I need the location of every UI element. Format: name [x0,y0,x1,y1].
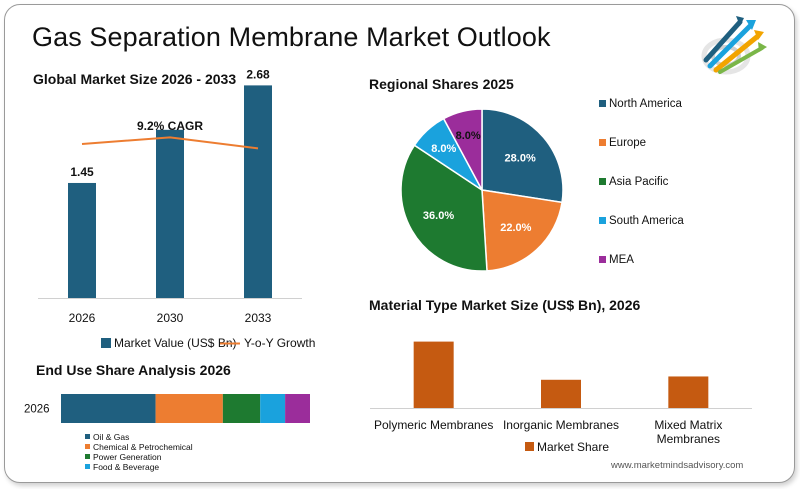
legend-label: Oil & Gas [93,432,129,442]
legend-swatch [85,454,90,459]
legend-swatch-south-america [599,217,606,224]
bar-inorganic-membranes [541,379,581,408]
bar-mixed-matrix-membranes [668,376,709,408]
x-tick-label: Membranes [657,432,720,446]
bar-polymeric-membranes [413,341,454,408]
legend-swatch [85,434,90,439]
legend-label-market-value: Market Value (US$ Bn) [114,336,237,350]
stacked-segment-chemical-petrochemical [155,394,223,423]
stacked-segment-power-generation [222,394,261,423]
pie-slice-europe [481,189,563,272]
pie-data-label: 8.0% [456,130,481,142]
pie-slice-mea [442,108,483,191]
legend-swatch-asia-pacific [599,178,606,185]
legend-swatch [85,464,90,469]
legend-label-south-america: South America [609,215,684,227]
pie-data-label: 22.0% [500,222,531,234]
legend-label-north-america: North America [609,98,682,110]
regional-pie-chart: 28.0% 22.0% 36.0% 8.0%8.0% North America Euro… [400,98,684,272]
bar-data-label: 2.68 [246,67,270,81]
x-tick-label: 2026 [69,311,96,325]
pie-slice-asia-pacific [400,144,488,272]
pie-data-label: 36.0% [423,210,454,222]
legend-label: Power Generation [93,452,162,462]
material-chart-title: Material Type Market Size (US$ Bn), 2026 [369,297,641,313]
x-tick-label: Polymeric Membranes [374,418,493,432]
legend-swatch-mea [599,256,606,263]
legend-swatch-north-america [599,100,606,107]
global-chart-title: Global Market Size 2026 - 2033 [33,71,237,87]
bar-market-value-2030 [156,129,184,298]
legend-label-europe: Europe [609,137,646,149]
website-url: www.marketmindsadvisory.com [611,460,744,471]
x-tick-label: Inorganic Membranes [503,418,619,432]
x-tick-label: 2033 [245,311,272,325]
cagr-annotation: 9.2% CAGR [137,119,203,133]
rising-arrows-logo-icon [701,16,767,75]
stacked-segment-oil-gas [61,394,156,423]
pie-data-label: 8.0% [431,143,456,155]
legend-label-market-share: Market Share [537,440,609,454]
legend-label-asia-pacific: Asia Pacific [609,176,669,188]
pie-slice-north-america [481,108,564,204]
y-tick-label: 2026 [24,404,50,416]
x-tick-label: Mixed Matrix [654,418,722,432]
page-title: Gas Separation Membrane Market Outlook [32,22,551,52]
x-tick-label: 2030 [157,311,184,325]
enduse-chart-title: End Use Share Analysis 2026 [36,362,231,378]
bar-data-label: 1.45 [70,165,94,179]
pie-data-label: 28.0% [505,152,536,164]
stacked-segment-other [285,394,310,423]
legend-swatch [85,444,90,449]
regional-chart-title: Regional Shares 2025 [369,76,514,92]
legend-swatch-market-share [525,442,534,451]
legend-label: Chemical & Petrochemical [93,442,193,452]
stacked-segment-food-beverage [260,394,286,423]
legend-swatch-europe [599,139,606,146]
bar-market-value-2026 [68,182,96,298]
material-type-chart: Polymeric Membranes Inorganic Membranes Mi… [370,341,752,454]
bar-market-value-2033 [244,85,272,299]
legend-swatch-market-value [101,338,111,348]
legend-label-mea: MEA [609,254,634,266]
legend-label-growth: Y-o-Y Growth [244,336,315,350]
growth-line [81,136,259,150]
legend-label: Food & Beverage [93,462,159,472]
global-market-chart: 1.45 2026 2030 2.68 2033 9.2% CAGR Market Valu… [38,67,315,350]
